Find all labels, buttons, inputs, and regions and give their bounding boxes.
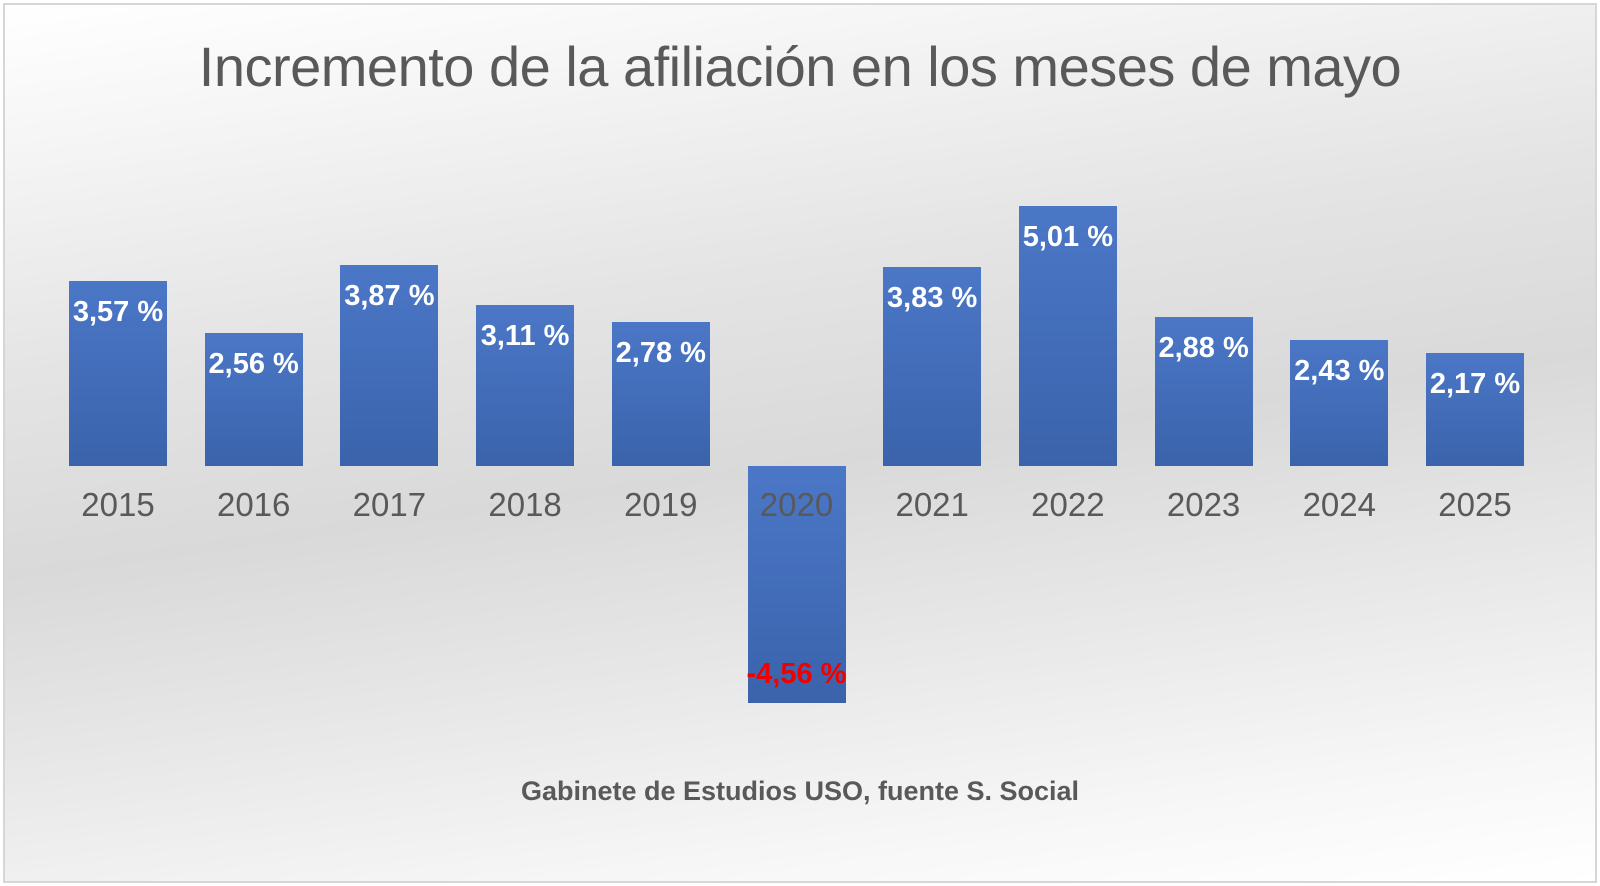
bar-2017: 3,87 % bbox=[340, 265, 439, 466]
value-label-2023: 2,88 % bbox=[1158, 331, 1249, 364]
value-label-2024: 2,43 % bbox=[1294, 354, 1385, 387]
value-label-2018: 3,11 % bbox=[480, 319, 570, 352]
category-label-2021: 2021 bbox=[895, 486, 969, 523]
bar-2025: 2,17 % bbox=[1426, 353, 1524, 466]
category-label-2017: 2017 bbox=[352, 486, 427, 523]
value-label-2019: 2,78 % bbox=[615, 336, 706, 369]
bar-2021: 3,83 % bbox=[883, 267, 982, 466]
value-label-2016: 2,56 % bbox=[208, 348, 299, 381]
bar-2020: -4,56 % bbox=[746, 466, 847, 703]
category-label-2023: 2023 bbox=[1166, 486, 1241, 523]
bar-2018: 3,11 % bbox=[476, 304, 575, 466]
value-label-2022: 5,01 % bbox=[1022, 220, 1114, 253]
category-label-2022: 2022 bbox=[1031, 486, 1105, 523]
bar-2023: 2,88 % bbox=[1154, 316, 1253, 466]
category-label-2019: 2019 bbox=[624, 486, 698, 523]
bar-2016: 2,56 % bbox=[204, 333, 303, 466]
value-label-2015: 3,57 % bbox=[72, 295, 164, 328]
category-label-2016: 2016 bbox=[216, 486, 291, 523]
value-label-2017: 3,87 % bbox=[344, 280, 435, 313]
bar-2015: 3,57 % bbox=[69, 280, 167, 466]
category-label-2024: 2024 bbox=[1302, 486, 1376, 523]
category-label-2015: 2015 bbox=[81, 486, 155, 523]
category-label-2018: 2018 bbox=[488, 486, 562, 523]
bar-2024: 2,43 % bbox=[1290, 339, 1389, 466]
value-label-2025: 2,17 % bbox=[1429, 368, 1521, 401]
bar-2022: 5,01 % bbox=[1018, 205, 1117, 466]
chart-title: Incremento de la afiliación en los meses… bbox=[198, 35, 1402, 98]
value-label-2021: 3,83 % bbox=[887, 282, 978, 315]
category-label-2025: 2025 bbox=[1438, 486, 1512, 523]
bar-2019: 2,78 % bbox=[611, 321, 710, 466]
source-caption: Gabinete de Estudios USO, fuente S. Soci… bbox=[520, 776, 1080, 806]
value-label-2020: -4,56 % bbox=[746, 657, 847, 690]
category-label-2020: 2020 bbox=[759, 486, 834, 523]
